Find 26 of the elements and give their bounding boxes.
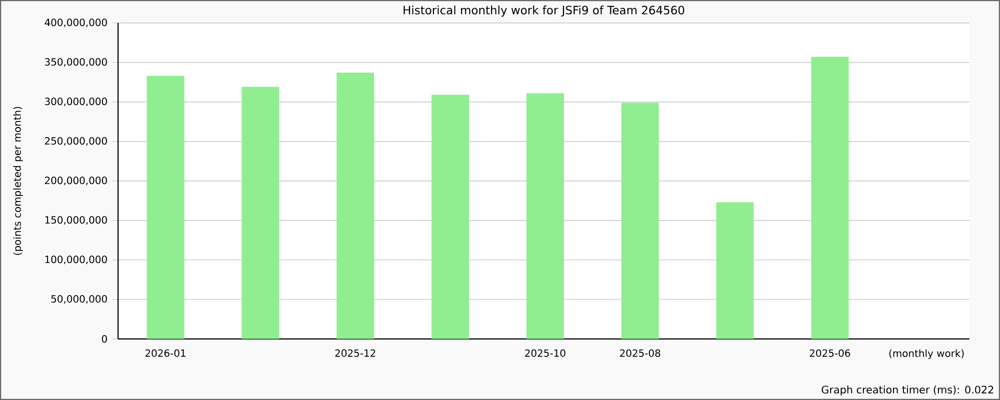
y-tick-label: 300,000,000 [44,98,107,106]
chart-title: Historical monthly work for JSFi9 of Team 264560 [404,6,684,17]
y-tick-label: 200,000,000 [44,176,107,186]
x-tick-label: 2025-06 [810,349,850,357]
bar [526,93,564,339]
y-tick-label: 0 [102,335,107,343]
bar [811,56,849,339]
y-tick-label: 50,000,000 [51,295,107,304]
bar [432,94,470,339]
y-tick-label: 150,000,000 [45,216,107,225]
y-axis-title: (points completed per month) [13,106,23,255]
bar [336,72,374,339]
bar [242,86,280,339]
y-tick-label: 250,000,000 [44,137,107,146]
x-tick-label: 2025-12 [335,349,376,357]
x-axis-title: (monthly work) [889,349,964,359]
bar [621,102,659,339]
y-tick-label: 350,000,000 [44,58,107,67]
y-tick-label: 400,000,000 [44,18,107,28]
x-tick-label: 2026-01 [145,349,186,357]
y-tick-label: 100,000,000 [45,256,107,264]
x-tick-label: 2025-10 [525,349,566,357]
text: Graph creation timer (ms): 0.022 [822,386,994,396]
bar [716,202,754,339]
x-tick-label: 2025-08 [620,349,660,357]
bar [146,76,184,339]
